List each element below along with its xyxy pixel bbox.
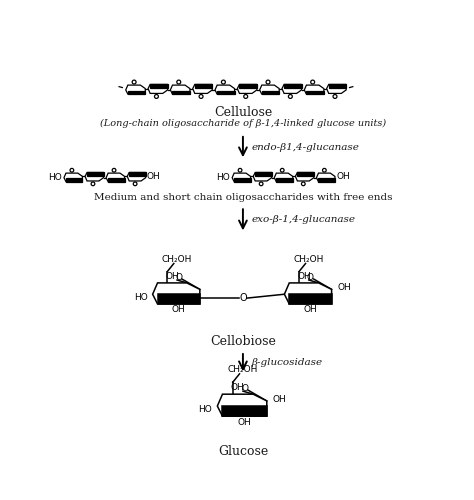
Polygon shape (234, 178, 251, 182)
Polygon shape (295, 172, 314, 181)
Text: β-glucosidase: β-glucosidase (251, 358, 323, 367)
Polygon shape (262, 90, 279, 94)
Circle shape (266, 80, 270, 84)
Circle shape (322, 168, 326, 172)
Text: OH: OH (165, 272, 179, 281)
Polygon shape (306, 90, 324, 94)
Text: HO: HO (48, 173, 62, 182)
Polygon shape (193, 84, 212, 94)
Circle shape (238, 168, 242, 172)
Text: OH: OH (303, 306, 317, 314)
Polygon shape (260, 85, 279, 94)
Circle shape (288, 94, 292, 98)
Circle shape (301, 182, 305, 186)
Circle shape (155, 94, 158, 98)
Text: CH₂OH: CH₂OH (162, 255, 192, 264)
Text: O: O (307, 273, 314, 282)
Polygon shape (317, 173, 335, 182)
Circle shape (221, 80, 225, 84)
Text: HO: HO (199, 405, 212, 414)
Polygon shape (237, 84, 257, 94)
Polygon shape (274, 173, 293, 182)
Circle shape (133, 182, 137, 186)
Text: CH₂OH: CH₂OH (293, 255, 324, 264)
Polygon shape (217, 90, 235, 94)
Polygon shape (253, 172, 272, 181)
Text: OH: OH (238, 418, 252, 427)
Polygon shape (129, 172, 146, 176)
Polygon shape (85, 172, 103, 181)
Circle shape (199, 94, 203, 98)
Text: HO: HO (134, 293, 148, 302)
Polygon shape (304, 85, 324, 94)
Polygon shape (319, 178, 335, 182)
Text: O: O (241, 384, 248, 393)
Text: O: O (175, 273, 182, 282)
Text: Glucose: Glucose (218, 445, 268, 458)
Polygon shape (222, 406, 267, 416)
Circle shape (70, 168, 74, 172)
Polygon shape (127, 172, 146, 181)
Polygon shape (64, 173, 82, 182)
Circle shape (244, 94, 248, 98)
Polygon shape (284, 283, 332, 304)
Circle shape (281, 168, 284, 172)
Circle shape (333, 94, 337, 98)
Polygon shape (282, 84, 301, 94)
Text: endo-β1,4-glucanase: endo-β1,4-glucanase (251, 142, 359, 152)
Polygon shape (297, 172, 314, 176)
Text: HO: HO (217, 173, 230, 182)
Polygon shape (215, 85, 235, 94)
Polygon shape (232, 173, 251, 182)
Text: OH: OH (337, 284, 351, 292)
Text: OH: OH (231, 384, 245, 392)
Polygon shape (218, 394, 267, 416)
Text: Cellobiose: Cellobiose (210, 334, 276, 347)
Polygon shape (128, 90, 145, 94)
Text: OH: OH (172, 306, 185, 314)
Text: Cellulose: Cellulose (214, 106, 272, 119)
Text: Medium and short chain oligosaccharides with free ends: Medium and short chain oligosaccharides … (94, 192, 392, 202)
Text: OH: OH (297, 272, 311, 281)
Polygon shape (170, 85, 190, 94)
Circle shape (112, 168, 116, 172)
Polygon shape (173, 90, 190, 94)
Circle shape (177, 80, 181, 84)
Text: (Long-chain oligosaccharide of β-1,4-linked glucose units): (Long-chain oligosaccharide of β-1,4-lin… (100, 120, 386, 128)
Circle shape (311, 80, 315, 84)
Polygon shape (66, 178, 82, 182)
Polygon shape (153, 283, 200, 304)
Text: exo-β-1,4-glucanase: exo-β-1,4-glucanase (251, 215, 356, 224)
Polygon shape (195, 84, 212, 88)
Polygon shape (328, 84, 346, 88)
Polygon shape (150, 84, 168, 88)
Text: OH: OH (273, 395, 287, 404)
Polygon shape (255, 172, 272, 176)
Text: OH: OH (147, 172, 161, 181)
Polygon shape (239, 84, 257, 88)
Polygon shape (276, 178, 293, 182)
Circle shape (132, 80, 136, 84)
Text: OH: OH (336, 172, 350, 181)
Polygon shape (284, 84, 301, 88)
Polygon shape (157, 294, 200, 304)
Text: CH₂OH: CH₂OH (228, 365, 258, 374)
Text: O: O (239, 293, 247, 303)
Circle shape (259, 182, 263, 186)
Polygon shape (148, 84, 168, 94)
Polygon shape (327, 84, 346, 94)
Polygon shape (108, 178, 125, 182)
Polygon shape (106, 173, 125, 182)
Polygon shape (289, 294, 332, 304)
Polygon shape (126, 85, 145, 94)
Polygon shape (87, 172, 103, 176)
Circle shape (91, 182, 95, 186)
